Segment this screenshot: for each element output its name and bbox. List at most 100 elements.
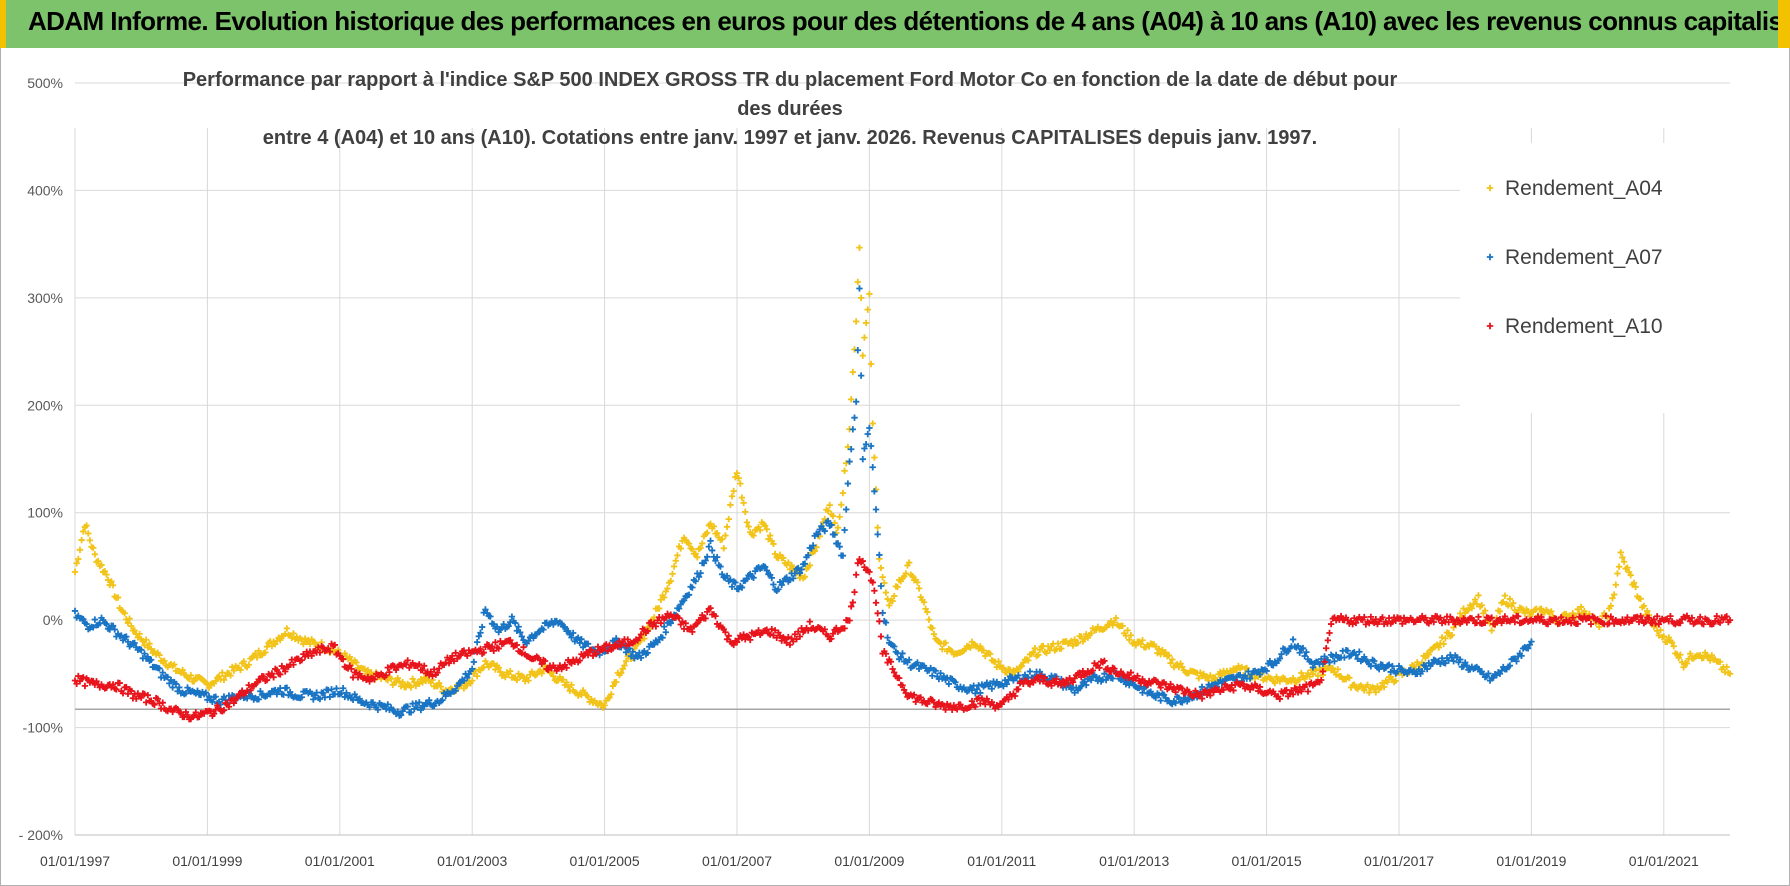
- point-rendement-a04: [1632, 583, 1639, 591]
- point-rendement-a04: [1139, 637, 1146, 644]
- point-rendement-a04: [674, 552, 681, 559]
- point-rendement-a07: [790, 575, 797, 582]
- point-rendement-a07: [407, 709, 415, 716]
- point-rendement-a04: [1627, 571, 1634, 579]
- point-rendement-a07: [425, 696, 433, 704]
- point-rendement-a10: [790, 638, 797, 645]
- point-rendement-a07: [487, 613, 494, 620]
- point-rendement-a10: [593, 650, 600, 657]
- point-rendement-a04: [1501, 592, 1509, 599]
- point-rendement-a04: [1334, 666, 1341, 673]
- point-rendement-a04: [407, 684, 415, 691]
- point-rendement-a04: [1607, 602, 1615, 610]
- point-rendement-a04: [621, 662, 628, 669]
- point-rendement-a04: [1442, 635, 1449, 642]
- point-rendement-a04: [421, 674, 428, 681]
- point-rendement-a04: [598, 700, 605, 707]
- point-rendement-a10: [490, 647, 497, 655]
- point-rendement-a07: [131, 639, 138, 647]
- point-rendement-a04: [730, 487, 737, 495]
- point-rendement-a07: [846, 458, 853, 465]
- point-rendement-a04: [841, 467, 848, 475]
- point-rendement-a10: [1587, 620, 1595, 628]
- point-rendement-a10: [733, 638, 741, 646]
- point-rendement-a04: [720, 545, 727, 552]
- point-rendement-a04: [469, 677, 476, 684]
- point-rendement-a07: [1354, 655, 1361, 662]
- x-tick-label: 01/01/2009: [834, 853, 904, 869]
- point-rendement-a04: [1644, 607, 1651, 615]
- point-rendement-a07: [862, 441, 870, 448]
- point-rendement-a04: [121, 610, 128, 617]
- point-rendement-a04: [563, 679, 570, 686]
- point-rendement-a04: [75, 555, 82, 563]
- point-rendement-a07: [326, 693, 334, 701]
- point-rendement-a10: [563, 664, 570, 671]
- point-rendement-a04: [473, 672, 481, 680]
- point-rendement-a07: [1457, 656, 1464, 663]
- point-rendement-a04: [300, 640, 307, 648]
- point-rendement-a07: [439, 696, 446, 704]
- point-rendement-a04: [914, 579, 921, 586]
- point-rendement-a07: [414, 704, 421, 711]
- point-rendement-a04: [813, 543, 820, 551]
- point-rendement-a07: [308, 690, 315, 697]
- point-rendement-a07: [220, 693, 228, 700]
- point-rendement-a04: [1329, 665, 1336, 672]
- point-rendement-a07: [493, 623, 501, 630]
- point-rendement-a07: [248, 693, 256, 700]
- point-rendement-a07: [205, 693, 213, 700]
- point-rendement-a10: [447, 656, 454, 663]
- point-rendement-a04: [306, 640, 314, 648]
- point-rendement-a07: [194, 687, 201, 694]
- point-rendement-a04: [272, 640, 279, 648]
- point-rendement-a07: [692, 577, 699, 585]
- point-rendement-a10: [679, 618, 686, 625]
- point-rendement-a04: [1610, 591, 1618, 598]
- point-rendement-a04: [1640, 602, 1648, 610]
- point-rendement-a10: [457, 652, 464, 659]
- point-rendement-a04: [190, 678, 198, 685]
- point-rendement-a07: [915, 665, 923, 673]
- point-rendement-a10: [260, 673, 267, 680]
- point-rendement-a04: [1271, 679, 1279, 687]
- point-rendement-a07: [1270, 662, 1277, 669]
- point-rendement-a04: [1155, 645, 1163, 653]
- point-rendement-a10: [133, 695, 140, 702]
- point-rendement-a04: [1620, 558, 1628, 565]
- point-rendement-a07: [987, 680, 994, 687]
- point-rendement-a07: [786, 576, 794, 584]
- point-rendement-a04: [1448, 631, 1456, 639]
- point-rendement-a04: [298, 636, 305, 643]
- point-rendement-a04: [1370, 685, 1378, 692]
- point-rendement-a04: [281, 630, 289, 638]
- point-rendement-a04: [1509, 599, 1517, 607]
- point-rendement-a07: [80, 616, 87, 623]
- point-rendement-a07: [1404, 670, 1411, 677]
- point-rendement-a07: [118, 632, 125, 639]
- point-rendement-a04: [606, 694, 613, 701]
- point-rendement-a04: [353, 659, 360, 666]
- point-rendement-a04: [770, 540, 777, 548]
- point-rendement-a10: [348, 665, 355, 673]
- point-rendement-a07: [384, 701, 391, 708]
- point-rendement-a07: [1015, 672, 1022, 679]
- point-rendement-a07: [743, 575, 751, 583]
- point-rendement-a07: [872, 506, 880, 513]
- point-rendement-a04: [1384, 678, 1391, 686]
- point-rendement-a07: [366, 703, 373, 711]
- point-rendement-a04: [811, 547, 818, 555]
- banner-accent-left: [0, 0, 6, 48]
- point-rendement-a04: [1660, 633, 1667, 640]
- point-rendement-a10: [154, 695, 161, 703]
- point-rendement-a04: [1562, 611, 1570, 618]
- point-rendement-a07: [660, 623, 668, 630]
- point-rendement-a04: [1030, 649, 1037, 656]
- point-rendement-a04: [942, 639, 949, 646]
- point-rendement-a04: [156, 651, 163, 659]
- point-rendement-a04: [114, 594, 122, 601]
- point-rendement-a07: [1157, 697, 1164, 704]
- point-rendement-a10: [384, 664, 391, 671]
- point-rendement-a10: [723, 636, 731, 643]
- point-rendement-a07: [770, 581, 777, 588]
